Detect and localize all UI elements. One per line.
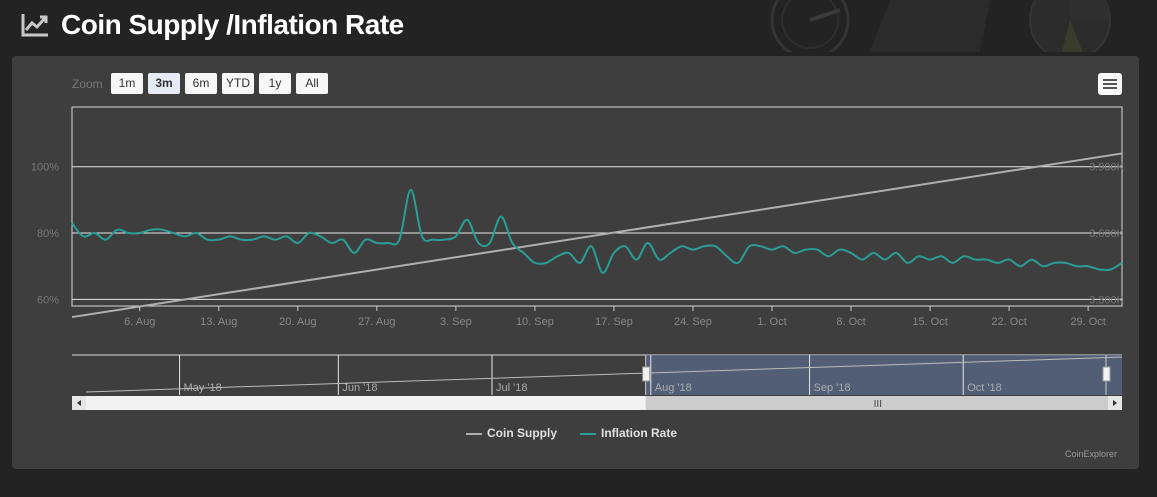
y-left-tick-label: 100% [31,162,59,174]
zoom-label: Zoom [72,77,103,91]
arrow-left-icon [77,400,81,406]
scrollbar-thumb[interactable] [645,396,1108,410]
legend-inflation-rate-label: Inflation Rate [601,426,678,440]
x-tick-label: 20. Aug [279,316,316,328]
menu-icon-bar [1103,87,1117,89]
y-left-tick-label: 80% [37,228,59,240]
chart-line-icon [21,14,48,37]
y-left-tick-label: 60% [37,294,59,306]
plot-border [71,106,1123,307]
x-tick-label: 3. Sep [440,316,472,328]
chart-menu-button[interactable] [1098,73,1122,95]
menu-icon [1103,79,1117,81]
scrollbar-grip-icon: III [874,399,882,410]
zoom-ytd-button[interactable]: YTD [222,73,254,94]
legend-coin-supply[interactable]: Coin Supply [466,426,557,440]
x-tick-label: 8. Oct [836,316,865,328]
navigator-month-label: Jun '18 [342,382,377,394]
zoom-1y-button[interactable]: 1y [259,73,291,94]
navigator-month-label: Jul '18 [496,382,527,394]
inflation-rate-line [71,188,1123,274]
legend-inflation-rate-swatch [580,432,596,435]
page-header: Coin Supply /Inflation Rate [0,0,1157,52]
y-right-tick-label: 3.600K [1089,228,1125,240]
legend-coin-supply-swatch [466,432,482,435]
legend-coin-supply-label: Coin Supply [487,426,557,440]
x-tick-label: 1. Oct [757,316,786,328]
x-tick-label: 29. Oct [1070,316,1105,328]
zoom-all-button[interactable]: All [296,73,328,94]
background-illustration [770,0,1111,52]
page-title: Coin Supply /Inflation Rate [61,9,404,40]
arrow-right-icon [1113,400,1117,406]
legend-inflation-rate[interactable]: Inflation Rate [580,426,677,440]
x-tick-label: 13. Aug [200,316,237,328]
navigator-handle[interactable] [642,366,651,382]
x-tick-label: 17. Sep [595,316,633,328]
navigator-month-label: Sep '18 [814,382,851,394]
zoom-1m-button[interactable]: 1m [111,73,143,94]
y-right-tick-label: 3.900K [1089,162,1125,174]
x-tick-label: 27. Aug [358,316,395,328]
menu-icon-bar [1103,83,1117,85]
x-tick-label: 6. Aug [124,316,155,328]
x-tick-label: 24. Sep [674,316,712,328]
zoom-6m-button[interactable]: 6m [185,73,217,94]
navigator-series-line [85,356,1123,393]
x-tick-label: 15. Oct [912,316,947,328]
x-tick-label: 22. Oct [991,316,1026,328]
navigator-month-label: Oct '18 [967,382,1002,394]
coin-supply-line [71,152,1123,319]
navigator-selected-range[interactable] [645,355,1122,395]
credits[interactable]: CoinExplorer [1065,449,1118,459]
zoom-3m-button[interactable]: 3m [148,73,180,94]
y-right-tick-label: 3.300K [1089,294,1125,306]
x-tick-label: 10. Sep [516,316,554,328]
navigator-month-label: Aug '18 [655,382,692,394]
navigator-handle[interactable] [1102,366,1111,382]
